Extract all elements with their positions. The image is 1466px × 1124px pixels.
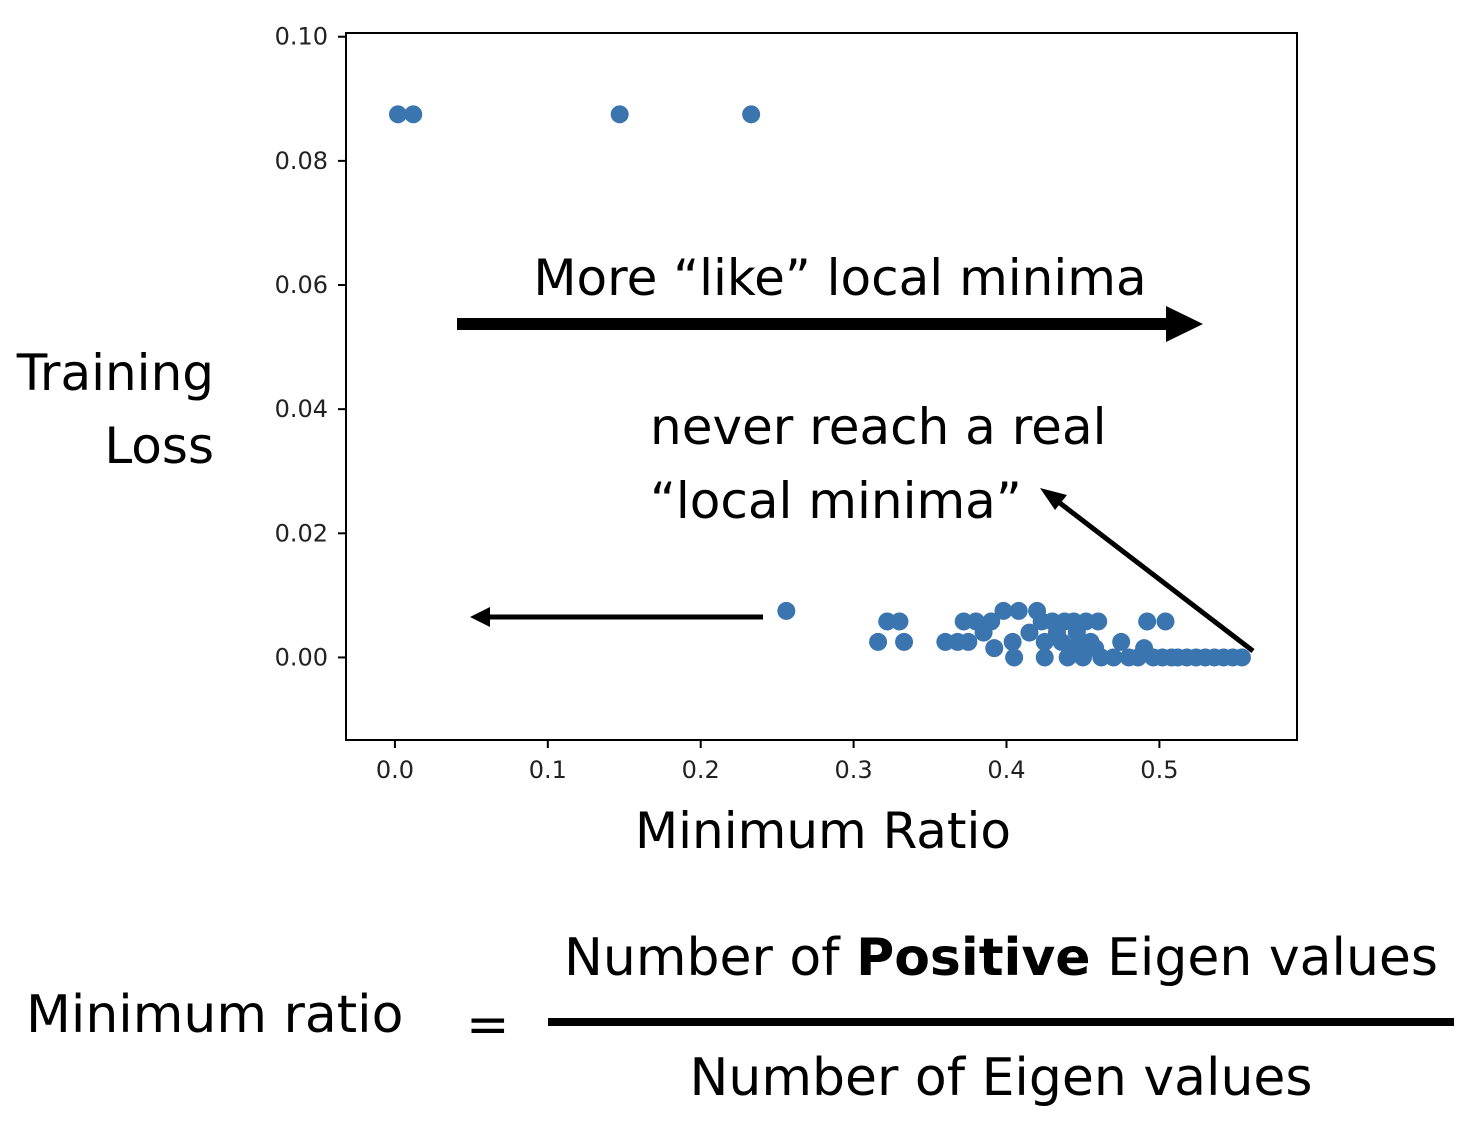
x-tick-label: 0.4 (987, 756, 1025, 784)
data-point (890, 612, 909, 631)
data-point (1020, 623, 1039, 642)
data-point (1138, 612, 1157, 631)
y-tick-label: 0.04 (275, 395, 328, 423)
axis-ticks: 0.0 0.1 0.2 0.3 0.4 0.5 0.10 0.08 0.06 0.04 0.02 0.… (275, 23, 1179, 784)
formula-numerator: Number of Positive Eigen values (548, 928, 1454, 988)
arrow-diagonal-head (1040, 488, 1067, 510)
x-tick-label: 0.3 (835, 756, 873, 784)
annotation-never-reach-line2: “local minima” (650, 472, 1022, 530)
data-point (985, 639, 1004, 658)
data-point (1003, 632, 1022, 651)
data-point (1104, 648, 1123, 667)
data-point (1009, 601, 1028, 620)
y-tick-label: 0.00 (275, 643, 328, 671)
data-point (869, 632, 888, 651)
data-point (1035, 648, 1054, 667)
formula-lhs: Minimum ratio (26, 985, 404, 1045)
data-point (959, 632, 978, 651)
y-tick-label: 0.06 (275, 271, 328, 299)
data-point (1073, 648, 1092, 667)
arrow-right-head (1166, 306, 1203, 342)
data-point (388, 105, 407, 124)
y-axis-label-line1: Training (16, 344, 214, 402)
data-point (1035, 632, 1054, 651)
data-point (777, 601, 796, 620)
data-point (404, 105, 423, 124)
scatter-chart: 0.0 0.1 0.2 0.3 0.4 0.5 0.10 0.08 0.06 0.04 0.02 0.… (16, 23, 1298, 860)
formula-numerator-bold: Positive (856, 928, 1091, 988)
arrow-left-head (470, 607, 490, 627)
formula-denominator: Number of Eigen values (689, 1048, 1313, 1108)
y-tick-label: 0.08 (275, 147, 328, 175)
y-tick-label: 0.10 (275, 23, 328, 51)
data-point (1232, 648, 1251, 667)
y-tick-label: 0.02 (275, 519, 328, 547)
x-tick-label: 0.1 (529, 756, 567, 784)
data-point (982, 612, 1001, 631)
data-point (1112, 632, 1131, 651)
x-tick-label: 0.5 (1140, 756, 1178, 784)
data-point (742, 105, 761, 124)
data-point (610, 105, 629, 124)
y-axis-label-line2: Loss (104, 417, 214, 475)
data-point (895, 632, 914, 651)
x-axis-label: Minimum Ratio (635, 802, 1011, 860)
annotation-more-like-local-minima: More “like” local minima (533, 249, 1146, 307)
x-tick-label: 0.0 (376, 756, 414, 784)
arrow-diagonal-shaft (1050, 495, 1255, 653)
data-point (1089, 612, 1108, 631)
data-point (1005, 648, 1024, 667)
data-points (388, 105, 1251, 667)
formula-equals: = (466, 995, 510, 1055)
fraction-bar (548, 1018, 1454, 1026)
data-point (994, 601, 1013, 620)
plot-frame (345, 32, 1298, 741)
x-tick-label: 0.2 (682, 756, 720, 784)
data-point (1156, 612, 1175, 631)
annotation-never-reach-line1: never reach a real (650, 398, 1106, 456)
formula-numerator-before: Number of (564, 928, 857, 988)
formula-numerator-after: Eigen values (1090, 928, 1438, 988)
